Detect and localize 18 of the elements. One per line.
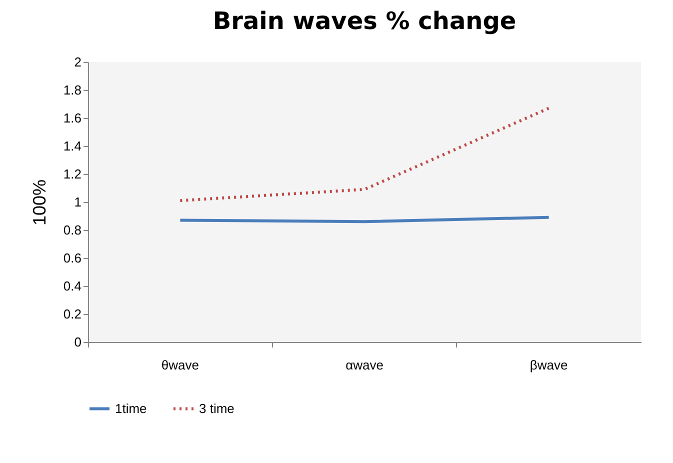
x-tick-label: βwave [530, 358, 568, 372]
y-tick-label: 2 [74, 54, 82, 70]
y-tick-label: 0 [74, 334, 82, 350]
y-tick-label: 0.8 [63, 222, 82, 238]
legend-label: 3 time [199, 400, 234, 416]
y-tick-label: 0.6 [63, 250, 82, 266]
y-tick-label: 1.6 [63, 110, 82, 126]
y-tick-label: 1.8 [63, 82, 82, 98]
y-axis-title: 100% [29, 179, 50, 226]
x-tick-label: αwave [346, 358, 384, 372]
y-tick-label: 0.2 [63, 306, 82, 322]
legend-label: 1time [115, 400, 147, 416]
y-tick-label: 1.2 [63, 166, 82, 182]
y-tick-label: 1 [74, 194, 82, 210]
x-tick-label: θwave [161, 358, 199, 372]
chart-title: Brain waves % change [212, 7, 516, 35]
y-tick-label: 1.4 [63, 138, 82, 154]
y-tick-label: 0.4 [63, 278, 82, 294]
